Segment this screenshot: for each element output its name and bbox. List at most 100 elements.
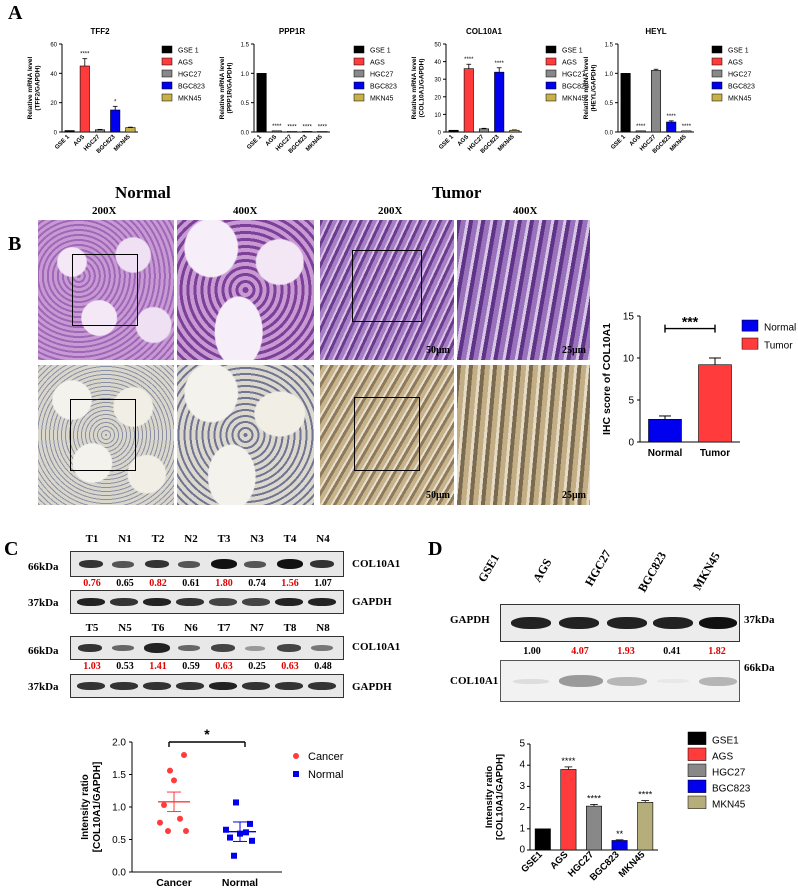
legend-swatch — [353, 57, 365, 66]
col10a1-label: COL10A1 — [352, 558, 401, 570]
bar — [698, 364, 732, 443]
data-point — [161, 802, 167, 809]
legend-swatch — [161, 57, 173, 66]
significance-label: **** — [318, 124, 328, 130]
bar — [560, 769, 577, 851]
legend-label: BGC823 — [728, 84, 755, 91]
x-tick-label: MKN45 — [497, 134, 516, 153]
lane-label: T3 — [217, 533, 231, 545]
legend-swatch — [161, 45, 173, 54]
legend-swatch — [711, 93, 723, 102]
bar — [620, 73, 631, 133]
y-tick-label: 2.0 — [112, 738, 126, 749]
y-tick-label: 5 — [628, 396, 634, 407]
lane-label: T1 — [85, 533, 99, 545]
y-axis-label: Relative mRNA level — [411, 56, 418, 119]
kda-66-label: 66kDa — [28, 561, 59, 573]
ratio-value: 0.41 — [663, 646, 681, 657]
panel-letter-a: A — [8, 2, 23, 24]
lane-label: T4 — [283, 533, 297, 545]
legend-label: GSE 1 — [562, 48, 583, 55]
y-axis-label: IHC score of COL10A1 — [601, 323, 613, 435]
legend-marker — [293, 771, 299, 777]
legend-swatch — [353, 81, 365, 90]
bar — [286, 131, 298, 133]
mag-label: 400X — [513, 205, 538, 217]
legend-label: AGS — [178, 60, 193, 67]
legend-marker — [293, 753, 299, 759]
data-point — [231, 852, 237, 859]
lane-label: MKN45 — [690, 549, 723, 593]
y-axis-label: (PPP1R/GAPDH) — [227, 63, 234, 114]
significance-label: **** — [303, 124, 313, 130]
y-tick-label: 20 — [434, 95, 441, 101]
legend-swatch — [711, 69, 723, 78]
bar — [509, 129, 520, 133]
y-axis-label: [COL10A1/GAPDH] — [495, 754, 506, 840]
legend-label: Normal — [764, 322, 796, 333]
data-point — [157, 819, 163, 826]
lane-label: N2 — [184, 533, 198, 545]
ratio-value: 1.41 — [149, 661, 167, 672]
y-axis-label: Relative mRNA level — [27, 56, 34, 119]
he-normal-400x — [177, 220, 314, 360]
legend-label: BGC823 — [562, 84, 589, 91]
bar — [635, 130, 646, 133]
legend-label: GSE1 — [712, 736, 739, 747]
lane-label: AGS — [530, 556, 555, 585]
scale-bar-label: 25μm — [562, 345, 586, 356]
data-point — [183, 828, 189, 835]
ratio-value: 1.00 — [523, 646, 541, 657]
lane-label: BGC823 — [635, 549, 670, 595]
lane-label: N7 — [250, 622, 264, 634]
legend-label: AGS — [370, 60, 385, 67]
lane-label: N8 — [316, 622, 330, 634]
y-tick-label: 0.0 — [241, 131, 250, 137]
zoom-box — [70, 399, 136, 471]
significance-label: **** — [587, 793, 602, 803]
ratio-value: 0.59 — [182, 661, 200, 672]
legend-label: BGC823 — [712, 784, 751, 795]
legend-label: Normal — [308, 769, 343, 781]
y-tick-label: 40 — [434, 60, 441, 66]
normal-title: Normal — [115, 183, 171, 202]
he-tumor-200x: 50μm — [320, 220, 454, 360]
ratio-value: 0.61 — [182, 578, 200, 589]
data-point — [223, 826, 229, 833]
ihc-tumor-400x: 25μm — [457, 365, 590, 505]
scale-bar-label: 25μm — [562, 490, 586, 501]
ratio-value: 0.53 — [116, 661, 134, 672]
data-point — [171, 777, 177, 784]
bar — [478, 128, 490, 133]
bar — [681, 130, 692, 133]
blot-col10a1-d — [500, 660, 740, 702]
bar — [125, 127, 136, 133]
legend-swatch — [161, 93, 173, 102]
ihc-normal-400x — [177, 365, 314, 505]
panel-letter-d: D — [428, 538, 443, 560]
x-tick-label: AGS — [548, 849, 570, 871]
lane-label: N1 — [118, 533, 132, 545]
significance-label: ** — [616, 829, 624, 839]
x-tick-label: AGS — [73, 134, 86, 147]
y-axis-label: Relative mRNA level — [219, 56, 226, 119]
scale-bar-label: 50μm — [426, 345, 450, 356]
legend-swatch — [741, 337, 759, 350]
y-tick-label: 0.0 — [605, 131, 614, 137]
ratio-value: 0.65 — [116, 578, 134, 589]
ratio-value: 0.76 — [83, 578, 101, 589]
legend-label: HGC27 — [728, 72, 751, 79]
significance-label: **** — [272, 124, 282, 130]
bar — [534, 828, 551, 851]
panel-letter-b: B — [8, 233, 22, 255]
ratio-value: 1.56 — [281, 578, 299, 589]
ihc-tumor-200x: 50μm — [320, 365, 454, 505]
col10a1-label: COL10A1 — [450, 675, 499, 687]
legend-swatch — [741, 319, 759, 332]
y-tick-label: 0 — [438, 131, 442, 137]
data-point — [247, 820, 253, 827]
data-point — [249, 837, 255, 844]
data-point — [177, 815, 183, 822]
ratio-value: 0.25 — [248, 661, 266, 672]
